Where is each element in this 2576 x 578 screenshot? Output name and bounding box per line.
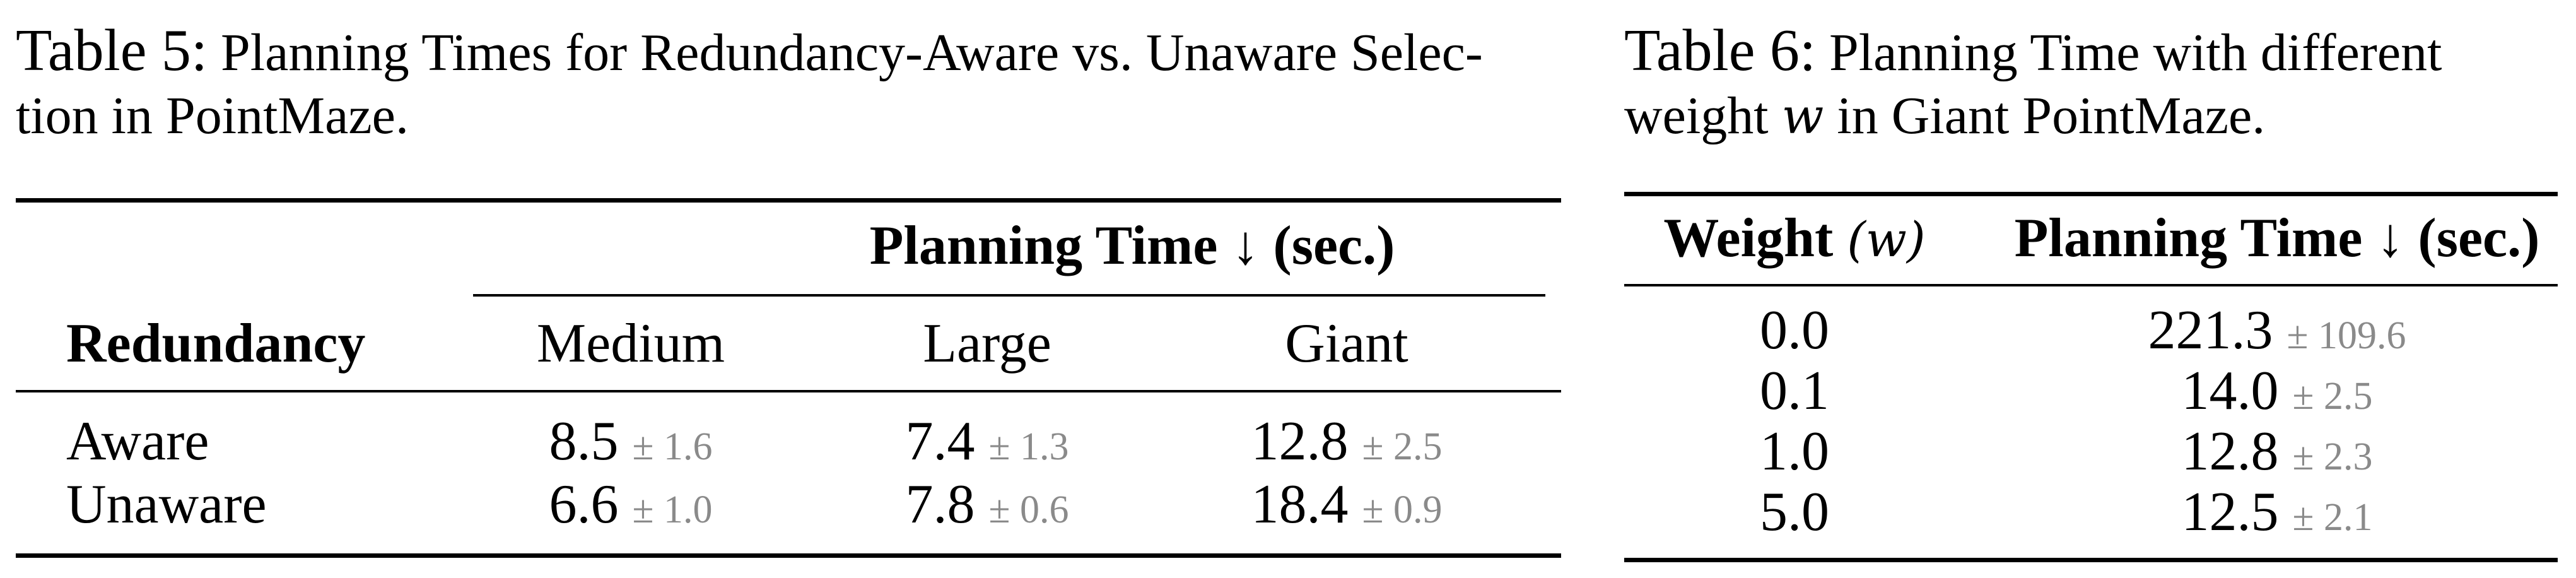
table-6-top-rule [1624, 192, 2558, 196]
table-6-caption-label: Table 6: [1624, 18, 1817, 83]
table-5-row-label: Aware [66, 411, 209, 472]
table-6-weight: 0.1 [1760, 360, 1829, 422]
mean-value: 221.3 [2148, 300, 2273, 361]
table-5-caption-text: Planning Times for Redundancy-Aware vs. … [221, 23, 1483, 82]
table-5-col-medium: Medium [536, 313, 725, 374]
table-6-weight: 0.0 [1760, 300, 1829, 361]
std-value: ± 2.5 [1362, 425, 1443, 468]
std-value: ± 0.6 [988, 488, 1069, 531]
table-5-caption-label: Table 5: [16, 18, 208, 83]
table-6-weight: 1.0 [1760, 421, 1829, 482]
std-value: ± 109.6 [2286, 314, 2406, 357]
table-5-row-label: Unaware [66, 474, 267, 535]
std-value: ± 2.1 [2292, 496, 2373, 539]
table-5-row-header: Redundancy [66, 313, 366, 374]
mean-value: 12.8 [2181, 421, 2279, 482]
table-5-top-rule [16, 198, 1561, 203]
table-5-caption-line-1: Table 5: Planning Times for Redundancy-A… [16, 18, 1483, 86]
table-5-group-title: Planning Time ↓ (sec.) [869, 215, 1395, 276]
mean-value: 12.8 [1251, 411, 1349, 472]
mean-value: 8.5 [549, 411, 619, 472]
std-value: ± 2.3 [2292, 435, 2373, 478]
table-5-cell: 6.6 ± 1.0 [549, 473, 712, 541]
mean-value: 6.6 [549, 474, 619, 535]
table-6-col-planning-time: Planning Time ↓ (sec.) [2014, 208, 2540, 269]
table-6-cell: 14.0 ± 2.5 [2181, 360, 2372, 428]
table-6-caption-line-2: weight w in Giant PointMaze. [1624, 83, 2265, 150]
table-5-group-rule [473, 294, 1545, 297]
std-value: ± 1.3 [988, 425, 1069, 468]
table-5-caption-line-2: tion in PointMaze. [16, 86, 409, 145]
table-6-cell: 12.8 ± 2.3 [2181, 420, 2372, 488]
table-6-bottom-rule [1624, 558, 2558, 562]
table-5-bottom-rule [16, 553, 1561, 558]
table-6-cell: 221.3 ± 109.6 [2148, 299, 2406, 367]
mean-value: 12.5 [2181, 481, 2279, 543]
std-value: ± 1.0 [632, 488, 713, 531]
table-6-caption-line-1: Table 6: Planning Time with different [1624, 18, 2442, 86]
mean-value: 7.4 [905, 411, 975, 472]
mean-value: 18.4 [1251, 474, 1349, 535]
table-5-cell: 12.8 ± 2.5 [1251, 410, 1442, 478]
table-6-col-weight: Weight (w) [1663, 207, 1925, 271]
table-5-col-large: Large [923, 313, 1051, 374]
table-6-weight: 5.0 [1760, 481, 1829, 543]
table-5-cell: 7.8 ± 0.6 [905, 473, 1068, 541]
table-6-col-weight-var: (w) [1847, 211, 1926, 268]
table-5-cell: 18.4 ± 0.9 [1251, 473, 1442, 541]
table-6-col-weight-text: Weight [1663, 208, 1834, 269]
table-5-cell: 7.4 ± 1.3 [905, 410, 1068, 478]
table-5-col-giant: Giant [1285, 313, 1408, 374]
table-6-caption-text: Planning Time with different [1829, 23, 2442, 82]
mean-value: 14.0 [2181, 360, 2279, 422]
table-5-mid-rule [16, 390, 1561, 392]
std-value: ± 0.9 [1362, 488, 1443, 531]
std-value: ± 1.6 [632, 425, 713, 468]
table-6-mid-rule [1624, 284, 2558, 286]
table-6-caption-post: in Giant PointMaze. [1837, 86, 2266, 145]
table-6-caption-pre: weight [1624, 86, 1769, 145]
mean-value: 7.8 [905, 474, 975, 535]
table-5-cell: 8.5 ± 1.6 [549, 410, 712, 478]
table-6-caption-var: w [1781, 88, 1824, 145]
table-6-cell: 12.5 ± 2.1 [2181, 481, 2372, 549]
std-value: ± 2.5 [2292, 375, 2373, 418]
